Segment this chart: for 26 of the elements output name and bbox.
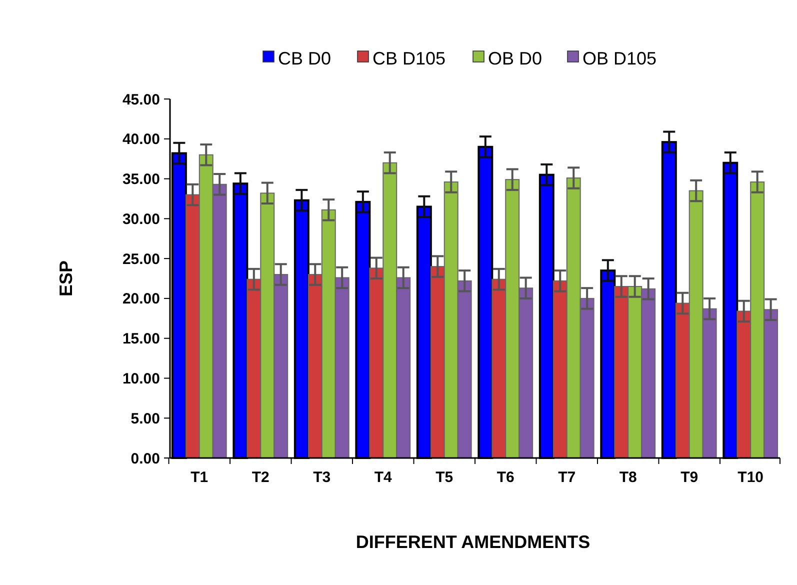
y-tick-label: 35.00 — [122, 171, 160, 188]
x-tick-label: T1 — [190, 469, 208, 486]
y-tick-label: 10.00 — [122, 370, 160, 388]
x-tick-label: T6 — [496, 469, 514, 486]
x-tick-label: T5 — [436, 469, 454, 486]
x-tick-label: T9 — [680, 469, 698, 486]
y-tick-label: 15.00 — [122, 330, 160, 348]
y-axis-title: ESP — [56, 260, 76, 297]
legend-label: CB D0 — [278, 48, 332, 68]
x-tick-label: T10 — [738, 469, 764, 486]
x-tick-label: T2 — [252, 469, 270, 486]
x-tick-label: T4 — [374, 469, 393, 486]
x-axis-title: DIFFERENT AMENDMENTS — [356, 532, 590, 552]
x-tick-label: T7 — [558, 469, 576, 486]
legend-label: CB D105 — [372, 48, 446, 68]
x-tick-label: T3 — [313, 469, 331, 486]
legend-label: OB D0 — [488, 48, 542, 68]
y-tick-label: 20.00 — [122, 290, 160, 308]
y-tick-label: 25.00 — [122, 250, 160, 268]
y-tick-label: 40.00 — [122, 131, 160, 148]
y-tick-label: 45.00 — [122, 91, 160, 108]
y-tick-label: 30.00 — [122, 210, 160, 228]
y-tick-label: 5.00 — [130, 410, 160, 428]
x-tick-label: T8 — [619, 469, 637, 486]
y-tick-label: 0.00 — [130, 450, 160, 468]
legend-label: OB D105 — [582, 48, 657, 68]
